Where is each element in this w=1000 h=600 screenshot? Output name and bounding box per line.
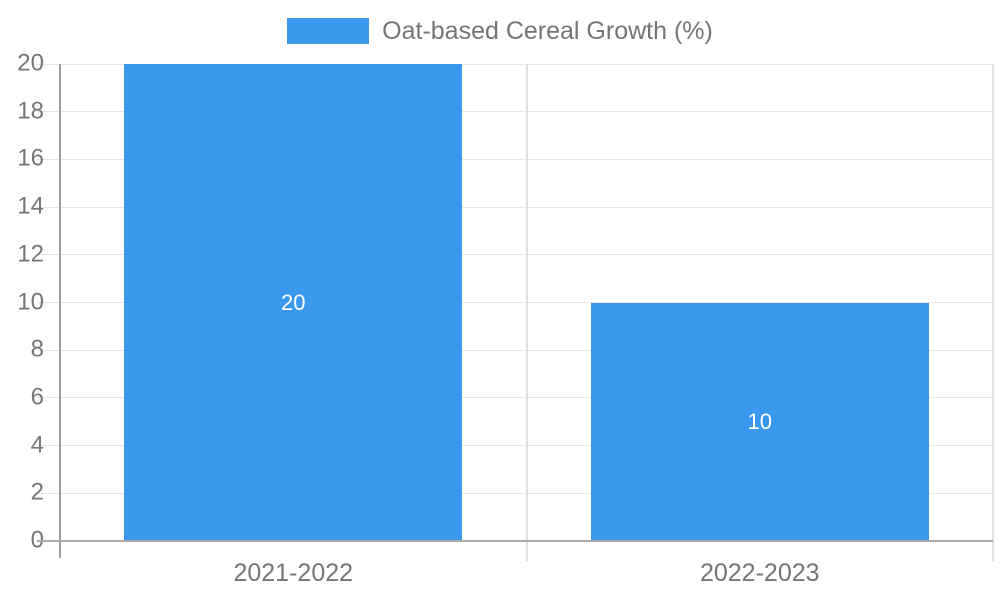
- legend-label: Oat-based Cereal Growth (%): [382, 16, 713, 45]
- y-gridline: [37, 397, 993, 399]
- y-gridline: [37, 445, 993, 447]
- y-axis-tick-label: 14: [17, 192, 44, 220]
- category-divider-line: [525, 64, 528, 561]
- y-axis-tick-label: 10: [17, 288, 44, 316]
- y-gridline: [37, 302, 993, 303]
- x-axis-line: [37, 540, 993, 542]
- y-gridline: [37, 111, 993, 113]
- y-gridline: [37, 254, 993, 256]
- legend-swatch-icon: [287, 18, 370, 44]
- y-gridline: [37, 158, 993, 160]
- x-axis-tick-label: 2022-2023: [699, 559, 820, 587]
- bar: [591, 302, 929, 541]
- chart-legend: Oat-based Cereal Growth (%): [0, 17, 1000, 45]
- x-axis-tick-label: 2021-2022: [233, 559, 354, 587]
- y-axis-tick-label: 18: [17, 97, 44, 125]
- y-axis-tick-label: 8: [30, 335, 44, 363]
- y-axis-tick-label: 2: [30, 478, 44, 506]
- y-gridline: [37, 492, 993, 494]
- y-axis-tick-label: 4: [30, 431, 44, 459]
- y-axis-tick-label: 6: [30, 383, 44, 411]
- category-divider-line: [992, 64, 994, 561]
- bar-value-label: 20: [281, 289, 306, 315]
- y-axis-tick-label: 20: [17, 49, 44, 77]
- y-axis-line: [59, 64, 61, 558]
- y-axis-tick-label: 12: [17, 240, 44, 268]
- y-axis-tick-label: 16: [17, 144, 44, 172]
- y-gridline: [37, 349, 993, 351]
- y-gridline: [37, 206, 993, 208]
- bar-value-label: 10: [747, 408, 772, 434]
- y-gridline: [37, 63, 993, 65]
- bar: [124, 64, 462, 541]
